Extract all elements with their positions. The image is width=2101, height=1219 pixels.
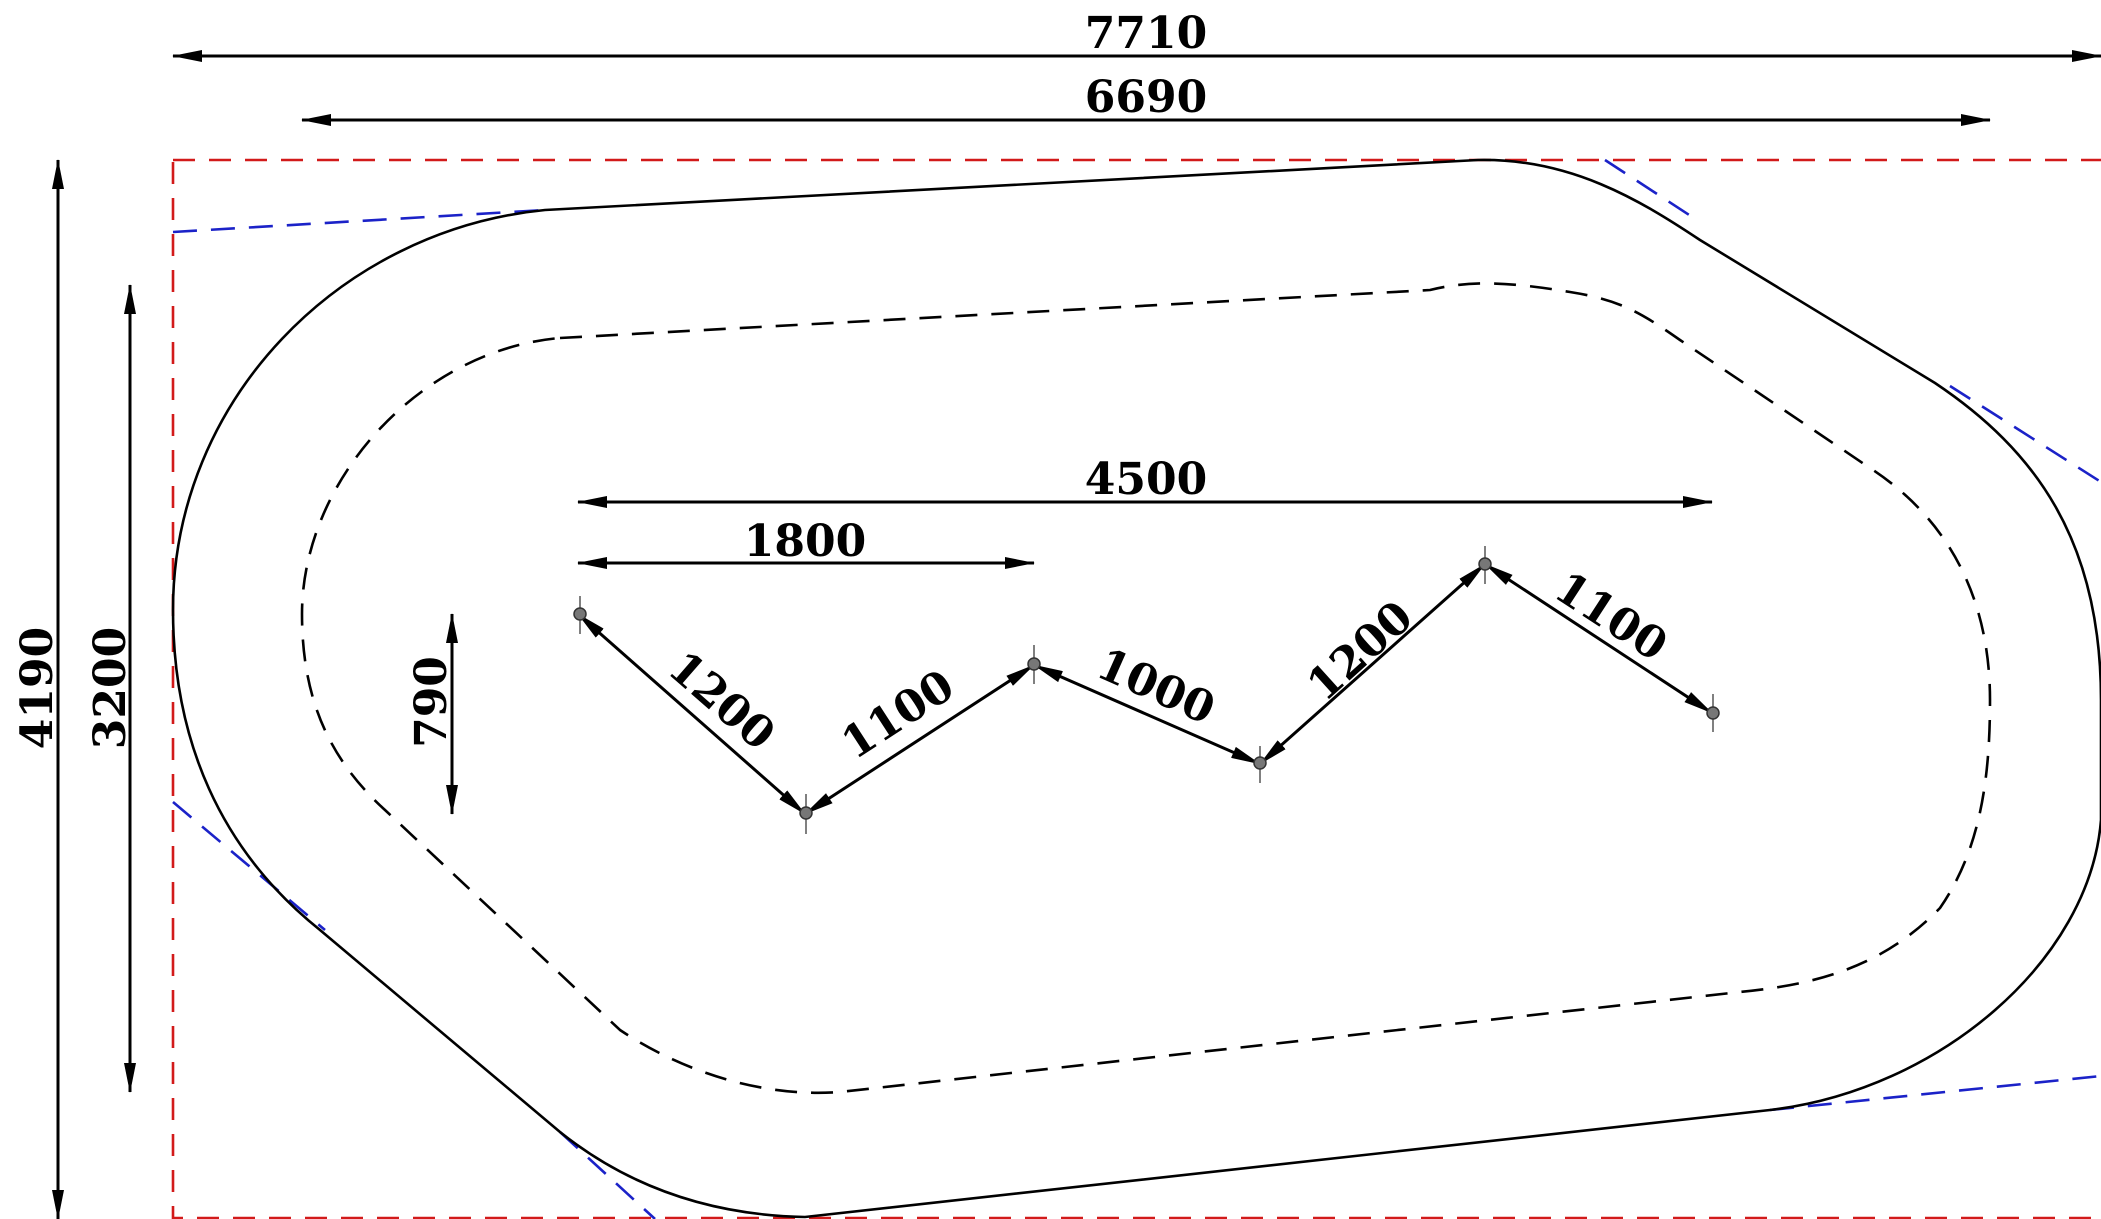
inner-dashed-outline (300, 282, 1992, 1095)
tangent-top-right (1604, 158, 1701, 224)
segment-4-line (1259, 562, 1486, 766)
vertex-points (573, 546, 1720, 834)
segment-3-label: 1000 (1090, 639, 1223, 735)
dim-label-inner-height: 3200 (85, 627, 136, 749)
segment-2-line (804, 663, 1035, 816)
segment-5-label: 1100 (1546, 562, 1676, 671)
dim-label-offset: 1800 (744, 516, 866, 567)
bounding-box (171, 158, 2101, 1219)
vertex-point-4 (1253, 746, 1267, 783)
tangent-top-left (172, 208, 546, 234)
dim-label-amplitude: 790 (406, 656, 457, 748)
zigzag-path (577, 562, 1713, 816)
tangent-lines (172, 158, 2101, 1219)
segment-1-line (577, 612, 806, 816)
vertex-point-3 (1027, 645, 1041, 684)
dim-label-span: 4500 (1085, 454, 1207, 505)
segment-3-line (1033, 663, 1261, 766)
dim-label-overall-height: 4190 (12, 627, 63, 749)
vertex-point-5 (1478, 546, 1492, 584)
vertex-point-2 (799, 794, 813, 834)
dim-label-inner-width: 6690 (1085, 72, 1207, 123)
dim-label-overall-width: 7710 (1085, 8, 1207, 59)
outer-outline (171, 158, 2101, 1219)
vertex-point-6 (1706, 694, 1720, 732)
tangent-right-upper (1949, 384, 2101, 484)
tangent-left-lower (172, 801, 326, 931)
vertex-point-1 (573, 596, 587, 634)
tangent-bottom-left (559, 1131, 656, 1219)
tangent-right-lower (1769, 1074, 2101, 1112)
segment-5-line (1484, 562, 1713, 715)
segment-4-label: 1200 (1298, 591, 1423, 711)
